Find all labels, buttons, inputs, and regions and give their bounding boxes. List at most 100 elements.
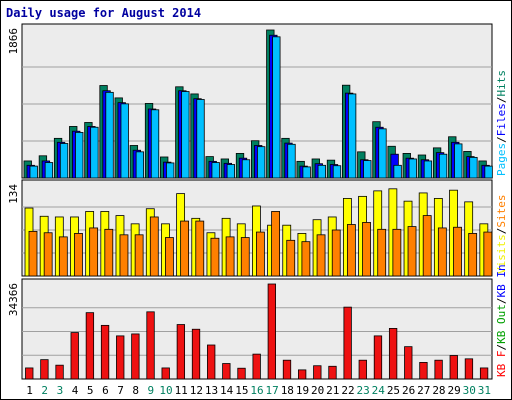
bar-pages-day-6: [105, 91, 114, 179]
bar-kbf-day-16: [252, 353, 261, 380]
x-tick-label: 2: [41, 384, 48, 397]
bar-kbf-day-7: [116, 335, 125, 380]
x-tick-label: 28: [432, 384, 445, 397]
bar-pages-day-27: [423, 160, 433, 179]
bar-sites-day-14: [225, 236, 235, 277]
bar-sites-day-9: [149, 216, 159, 277]
legend-entry: /: [495, 97, 508, 104]
bar-pages-day-5: [90, 126, 99, 179]
bar-kbf-day-25: [388, 328, 398, 380]
bar-pages-day-3: [59, 143, 69, 179]
bar-pages-day-30: [469, 156, 478, 179]
bar-pages-day-24: [378, 128, 387, 179]
bar-pages-day-9: [150, 109, 160, 179]
bar-pages-day-13: [211, 162, 220, 179]
x-tick-label: 17: [266, 384, 279, 397]
x-tick-label: 3: [57, 384, 64, 397]
bar-sites-day-4: [74, 233, 83, 277]
panel-legend: Pages/Files/Hits: [495, 70, 508, 176]
legend-entry: KB F: [495, 351, 508, 378]
bar-pages-day-29: [454, 143, 463, 179]
bar-kbf-day-21: [328, 365, 337, 380]
bar-sites-day-29: [453, 226, 462, 277]
bar-pages-day-20: [317, 164, 326, 179]
legend-entry: /: [495, 298, 508, 305]
bar-sites-day-7: [119, 234, 129, 277]
bar-kbf-day-19: [297, 369, 307, 380]
bar-sites-day-27: [422, 215, 432, 277]
x-tick-label: 4: [72, 384, 79, 397]
bar-kbf-day-14: [222, 363, 231, 380]
bar-pages-day-16: [257, 146, 266, 179]
bar-sites-day-31: [483, 231, 493, 277]
x-tick-label: 1: [26, 384, 33, 397]
x-tick-label: 7: [117, 384, 124, 397]
bar-sites-day-10: [165, 237, 174, 277]
x-tick-label: 6: [102, 384, 109, 397]
bar-sites-day-11: [180, 220, 190, 277]
x-tick-label: 15: [235, 384, 248, 397]
bar-pages-day-31: [484, 165, 493, 179]
bar-kbf-day-30: [464, 358, 474, 380]
scale-label: 34366: [7, 283, 20, 316]
bar-kbf-day-12: [191, 328, 201, 380]
bar-kbf-day-4: [70, 332, 79, 380]
bar-sites-day-2: [43, 232, 53, 277]
x-tick-label: 21: [326, 384, 339, 397]
bar-kbf-day-13: [207, 344, 216, 380]
bar-sites-day-15: [240, 237, 250, 277]
bar-pages-day-21: [332, 165, 342, 179]
bar-kbf-day-5: [85, 312, 95, 380]
legend-entry: KB In: [495, 264, 508, 297]
bar-sites-day-6: [104, 228, 114, 277]
panel-legend: KB F/KB Out/KB In: [495, 264, 508, 377]
legend-entry: /: [495, 228, 508, 235]
x-tick-label: 24: [372, 384, 386, 397]
x-tick-label: 30: [463, 384, 476, 397]
bar-pages-day-23: [363, 160, 372, 179]
bar-kbf-day-17: [267, 283, 276, 380]
bar-sites-day-24: [377, 228, 387, 277]
bar-sites-day-20: [316, 234, 326, 277]
bar-sites-day-30: [468, 233, 478, 277]
bar-kbf-day-26: [404, 346, 413, 380]
legend-entry: Visits: [495, 234, 508, 274]
legend-entry: Files: [495, 103, 508, 136]
bar-sites-day-13: [210, 237, 220, 277]
bar-pages-day-7: [120, 103, 129, 179]
bar-pages-day-26: [408, 158, 417, 179]
bar-sites-day-12: [195, 220, 205, 277]
bar-kbf-day-3: [55, 364, 64, 380]
bar-pages-day-11: [181, 91, 190, 179]
bar-pages-day-19: [302, 166, 311, 179]
bar-kbf-day-28: [434, 359, 443, 380]
legend-entry: Hits: [495, 70, 508, 97]
bar-kbf-day-11: [176, 324, 186, 380]
bar-kbf-day-24: [373, 335, 383, 380]
bar-sites-day-8: [134, 234, 144, 277]
bar-kbf-day-10: [161, 367, 170, 380]
x-tick-label: 11: [175, 384, 188, 397]
panel-legend: Visits/Sites: [495, 195, 508, 275]
x-tick-label: 26: [402, 384, 415, 397]
x-tick-label: 19: [296, 384, 309, 397]
x-tick-label: 14: [220, 384, 234, 397]
bar-pages-day-15: [241, 159, 251, 179]
bar-sites-day-21: [331, 229, 341, 277]
x-tick-label: 12: [190, 384, 203, 397]
x-tick-label: 16: [250, 384, 263, 397]
x-tick-label: 9: [148, 384, 155, 397]
bar-sites-day-5: [89, 227, 99, 277]
bar-pages-day-8: [135, 151, 145, 179]
bar-sites-day-25: [392, 228, 402, 277]
bar-pages-day-22: [347, 93, 357, 179]
bar-kbf-day-22: [343, 306, 352, 380]
bar-pages-day-18: [287, 143, 296, 179]
x-tick-label: 23: [357, 384, 370, 397]
legend-entry: /: [495, 344, 508, 351]
bar-pages-day-14: [226, 164, 236, 179]
bar-kbf-day-31: [479, 367, 489, 380]
bar-sites-day-3: [58, 236, 68, 277]
